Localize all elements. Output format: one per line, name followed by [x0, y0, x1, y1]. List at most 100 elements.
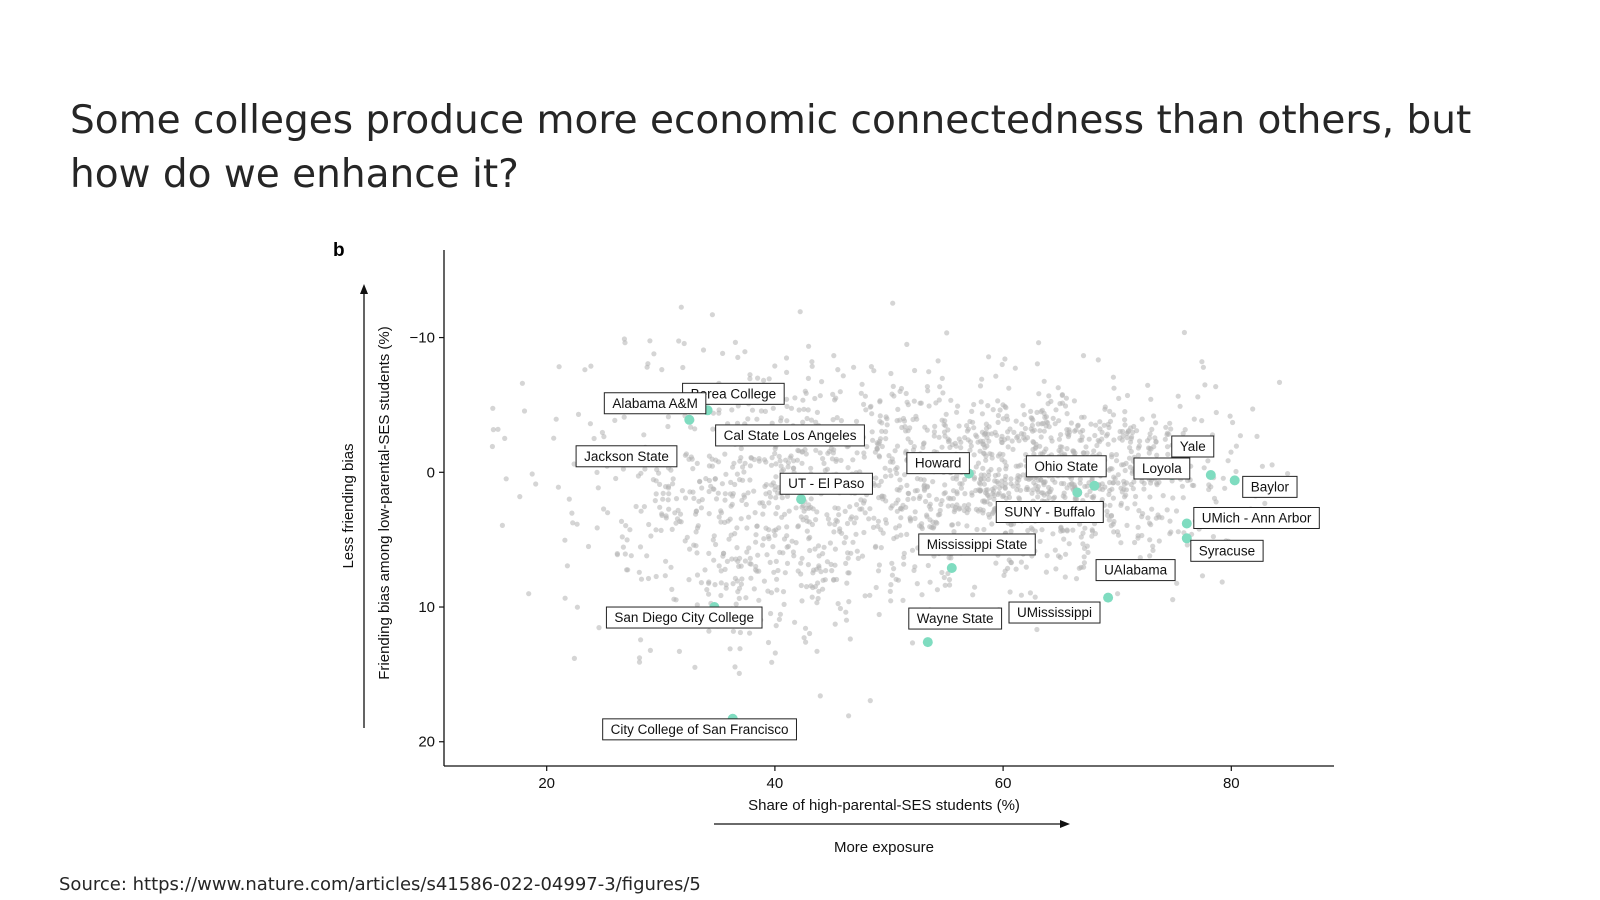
background-point	[1110, 495, 1116, 501]
background-point	[887, 588, 893, 595]
background-point	[1135, 445, 1141, 451]
background-point	[823, 568, 829, 574]
background-point	[807, 547, 813, 554]
background-point	[699, 485, 705, 491]
background-point	[834, 415, 840, 421]
background-point	[1124, 435, 1130, 441]
background-point	[781, 601, 787, 608]
background-point	[814, 648, 820, 654]
background-point	[867, 592, 873, 598]
background-point	[935, 358, 941, 364]
background-point	[642, 466, 648, 472]
background-point	[1012, 365, 1018, 371]
background-point	[1118, 500, 1124, 506]
background-point	[792, 619, 798, 625]
background-point	[1037, 538, 1043, 545]
background-point	[517, 494, 523, 500]
background-point	[1168, 426, 1174, 432]
callout-box	[575, 445, 678, 468]
background-point	[601, 434, 607, 440]
background-point	[754, 416, 760, 422]
background-point	[1124, 522, 1130, 529]
background-point	[588, 363, 594, 369]
background-point	[854, 502, 860, 508]
background-point	[878, 545, 884, 551]
background-point	[1122, 417, 1128, 423]
background-point	[1124, 505, 1130, 511]
background-point	[1016, 438, 1022, 444]
college-callout: UAlabama	[1095, 559, 1176, 582]
background-point	[743, 501, 749, 508]
background-point	[633, 503, 639, 510]
background-point	[824, 466, 831, 472]
background-point	[911, 398, 917, 404]
background-point	[1153, 439, 1159, 445]
background-point	[953, 443, 959, 449]
background-point	[1285, 471, 1291, 477]
background-point	[1210, 534, 1216, 540]
background-point	[1179, 483, 1185, 489]
background-point	[751, 586, 757, 592]
background-point	[657, 481, 663, 487]
background-point	[828, 561, 834, 568]
background-point	[806, 519, 812, 525]
background-point	[948, 397, 954, 403]
background-point	[1117, 435, 1123, 441]
background-point	[1080, 541, 1086, 547]
highlight-point	[1181, 533, 1192, 544]
background-point	[854, 548, 860, 554]
background-point	[1102, 406, 1108, 412]
background-point	[793, 540, 799, 546]
college-callout: Wayne State	[908, 607, 1003, 630]
background-point	[981, 526, 987, 533]
background-point	[767, 494, 774, 500]
background-point	[1111, 437, 1117, 443]
background-point	[838, 457, 844, 463]
background-point	[926, 403, 932, 409]
background-point	[996, 467, 1002, 473]
background-point	[1167, 420, 1173, 426]
background-point	[784, 560, 791, 567]
background-point	[1022, 425, 1028, 432]
background-point	[1154, 480, 1160, 486]
background-point	[902, 424, 908, 430]
background-point	[942, 482, 948, 488]
background-point	[571, 655, 578, 662]
background-point	[1053, 407, 1059, 413]
background-point	[851, 520, 858, 526]
background-point	[503, 476, 509, 482]
background-point	[873, 584, 879, 591]
background-point	[768, 482, 775, 488]
background-point	[747, 555, 753, 562]
background-point	[1149, 426, 1155, 432]
background-point	[1043, 446, 1049, 452]
background-point	[837, 526, 843, 532]
background-point	[1043, 419, 1049, 425]
background-point	[1018, 592, 1024, 598]
background-point	[1089, 533, 1095, 539]
background-point	[1015, 433, 1021, 439]
background-point	[981, 472, 987, 478]
background-point	[1035, 421, 1041, 427]
background-point	[797, 309, 803, 315]
background-point	[490, 427, 496, 433]
background-point	[495, 426, 501, 432]
background-point	[1222, 485, 1228, 491]
background-point	[738, 516, 744, 522]
background-point	[645, 575, 652, 582]
background-point	[1104, 431, 1111, 437]
background-point	[716, 407, 722, 413]
callout-box	[1242, 475, 1298, 498]
background-point	[912, 488, 918, 494]
background-point	[938, 501, 944, 507]
background-point	[817, 450, 823, 456]
college-label: Syracuse	[1199, 543, 1255, 558]
background-point	[698, 580, 705, 586]
background-point	[967, 447, 973, 453]
background-point	[638, 576, 645, 582]
background-point	[973, 464, 979, 470]
background-point	[1061, 536, 1067, 542]
background-point	[1149, 506, 1155, 512]
background-point	[756, 568, 762, 574]
